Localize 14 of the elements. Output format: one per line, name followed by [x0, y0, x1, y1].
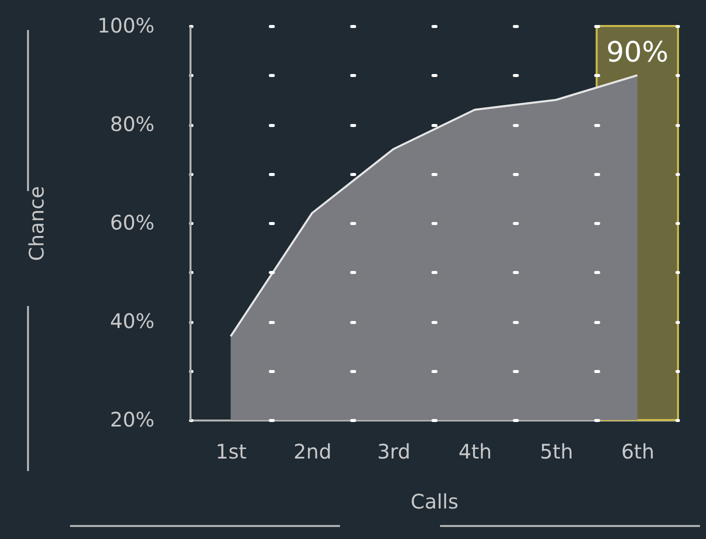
- x-tick-label: 4th: [458, 440, 492, 464]
- y-tick-label: 80%: [110, 112, 154, 136]
- x-tick-label: 1st: [216, 440, 247, 464]
- x-axis-title: Calls: [410, 490, 458, 514]
- annotation: 90%: [606, 35, 668, 68]
- y-tick-label: 60%: [110, 210, 154, 234]
- y-tick-label: 40%: [110, 309, 154, 333]
- y-axis-title: Chance: [24, 186, 48, 261]
- y-tick-label: 100%: [97, 14, 154, 38]
- x-tick-label: 2nd: [293, 440, 332, 464]
- x-tick-label: 3rd: [377, 440, 410, 464]
- x-tick-label: 5th: [540, 440, 574, 464]
- y-tick-label: 20%: [110, 408, 154, 432]
- x-tick-label: 6th: [621, 440, 654, 464]
